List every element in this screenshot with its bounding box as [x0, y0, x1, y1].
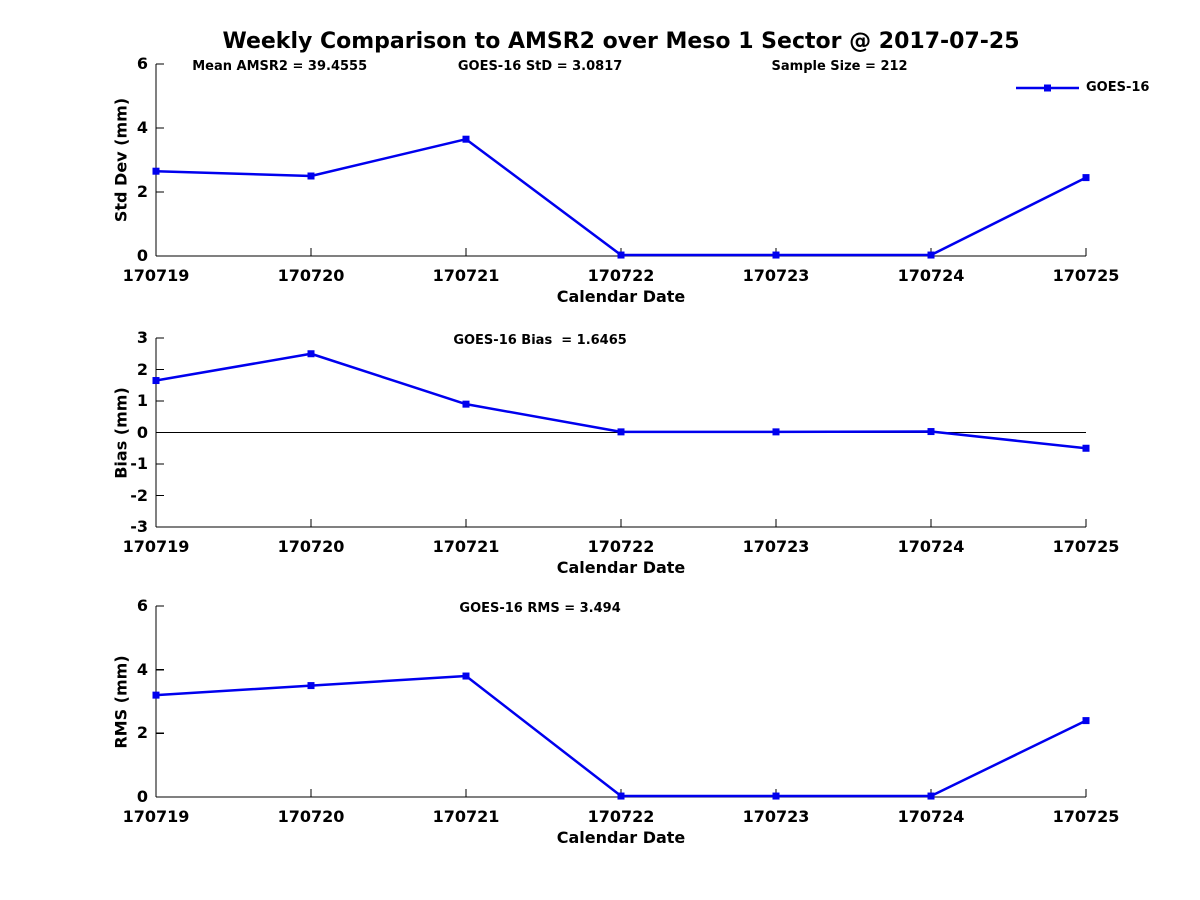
y-tick-label-2: -3 — [130, 517, 148, 536]
figure-title: Weekly Comparison to AMSR2 over Meso 1 S… — [222, 29, 1020, 54]
stat-annotation: Mean AMSR2 = 39.4555 — [192, 59, 368, 74]
data-point-marker — [1082, 717, 1090, 725]
y-axis-label-3: RMS (mm) — [111, 654, 131, 749]
x-tick-label-3: 170724 — [897, 807, 965, 826]
x-axis-label-3: Calendar Date — [556, 828, 686, 847]
x-tick-label-1: 170724 — [897, 266, 965, 285]
data-point-marker — [152, 691, 160, 699]
data-point-marker — [152, 167, 160, 175]
y-tick-label-3: 0 — [136, 787, 148, 806]
x-tick-label-2: 170720 — [277, 537, 345, 556]
legend-marker-sample — [1044, 84, 1051, 92]
data-point-marker — [152, 377, 160, 385]
stat-annotation: GOES-16 StD = 3.0817 — [457, 59, 623, 74]
x-tick-label-2: 170719 — [122, 537, 190, 556]
x-tick-label-3: 170719 — [122, 807, 190, 826]
x-axis-label-1: Calendar Date — [556, 287, 686, 306]
data-point-marker — [462, 135, 470, 143]
series-line-goes-16 — [155, 674, 1087, 798]
data-point-marker — [307, 172, 315, 180]
data-point-marker — [927, 428, 935, 436]
data-point-marker — [772, 792, 780, 800]
stat-annotation: GOES-16 RMS = 3.494 — [459, 601, 621, 616]
y-tick-label-1: 6 — [136, 54, 148, 73]
data-point-marker — [1082, 174, 1090, 182]
y-tick-label-1: 2 — [136, 182, 148, 201]
y-tick-label-2: 3 — [136, 328, 148, 347]
y-tick-label-2: -1 — [130, 454, 148, 473]
series-line-goes-16 — [155, 137, 1087, 257]
x-tick-label-1: 170725 — [1052, 266, 1120, 285]
x-axis-label-2: Calendar Date — [556, 558, 686, 577]
data-point-marker — [927, 251, 935, 259]
x-tick-label-2: 170722 — [587, 537, 655, 556]
x-tick-label-2: 170721 — [432, 537, 500, 556]
x-tick-label-2: 170725 — [1052, 537, 1120, 556]
x-tick-label-1: 170722 — [587, 266, 655, 285]
legend-label-goes-16: GOES-16 — [1086, 80, 1150, 95]
data-point-marker — [617, 251, 625, 259]
y-tick-label-3: 6 — [136, 596, 148, 615]
data-point-marker — [617, 792, 625, 800]
y-tick-label-2: 1 — [136, 391, 148, 410]
stat-annotation: GOES-16 Bias = 1.6465 — [453, 333, 627, 348]
x-tick-label-2: 170723 — [742, 537, 810, 556]
y-tick-label-3: 2 — [136, 723, 148, 743]
y-tick-label-1: 4 — [136, 118, 148, 137]
data-point-marker — [927, 792, 935, 800]
y-tick-label-1: 0 — [136, 246, 148, 265]
x-tick-label-3: 170723 — [742, 807, 810, 826]
x-tick-label-3: 170720 — [277, 807, 345, 826]
y-axis-label-2: Bias (mm) — [111, 386, 131, 479]
stat-annotation: Sample Size = 212 — [771, 59, 908, 74]
data-point-marker — [307, 682, 315, 690]
data-point-marker — [462, 672, 470, 680]
x-tick-label-1: 170720 — [277, 266, 345, 285]
x-tick-label-2: 170724 — [897, 537, 965, 556]
data-point-marker — [1082, 444, 1090, 452]
y-tick-label-3: 4 — [136, 659, 148, 679]
x-tick-label-3: 170721 — [432, 807, 500, 826]
data-point-marker — [772, 251, 780, 259]
data-point-marker — [617, 428, 625, 436]
x-tick-label-3: 170722 — [587, 807, 655, 826]
y-tick-label-2: 0 — [136, 422, 148, 442]
data-point-marker — [307, 350, 315, 358]
x-tick-label-1: 170719 — [122, 266, 190, 285]
data-point-marker — [772, 428, 780, 436]
y-tick-label-2: 2 — [136, 359, 148, 379]
x-tick-label-3: 170725 — [1052, 807, 1120, 826]
y-tick-label-2: -2 — [130, 485, 148, 505]
data-point-marker — [462, 400, 470, 408]
x-tick-label-1: 170723 — [742, 266, 810, 285]
x-tick-label-1: 170721 — [432, 266, 500, 285]
y-axis-label-1: Std Dev (mm) — [111, 97, 131, 223]
